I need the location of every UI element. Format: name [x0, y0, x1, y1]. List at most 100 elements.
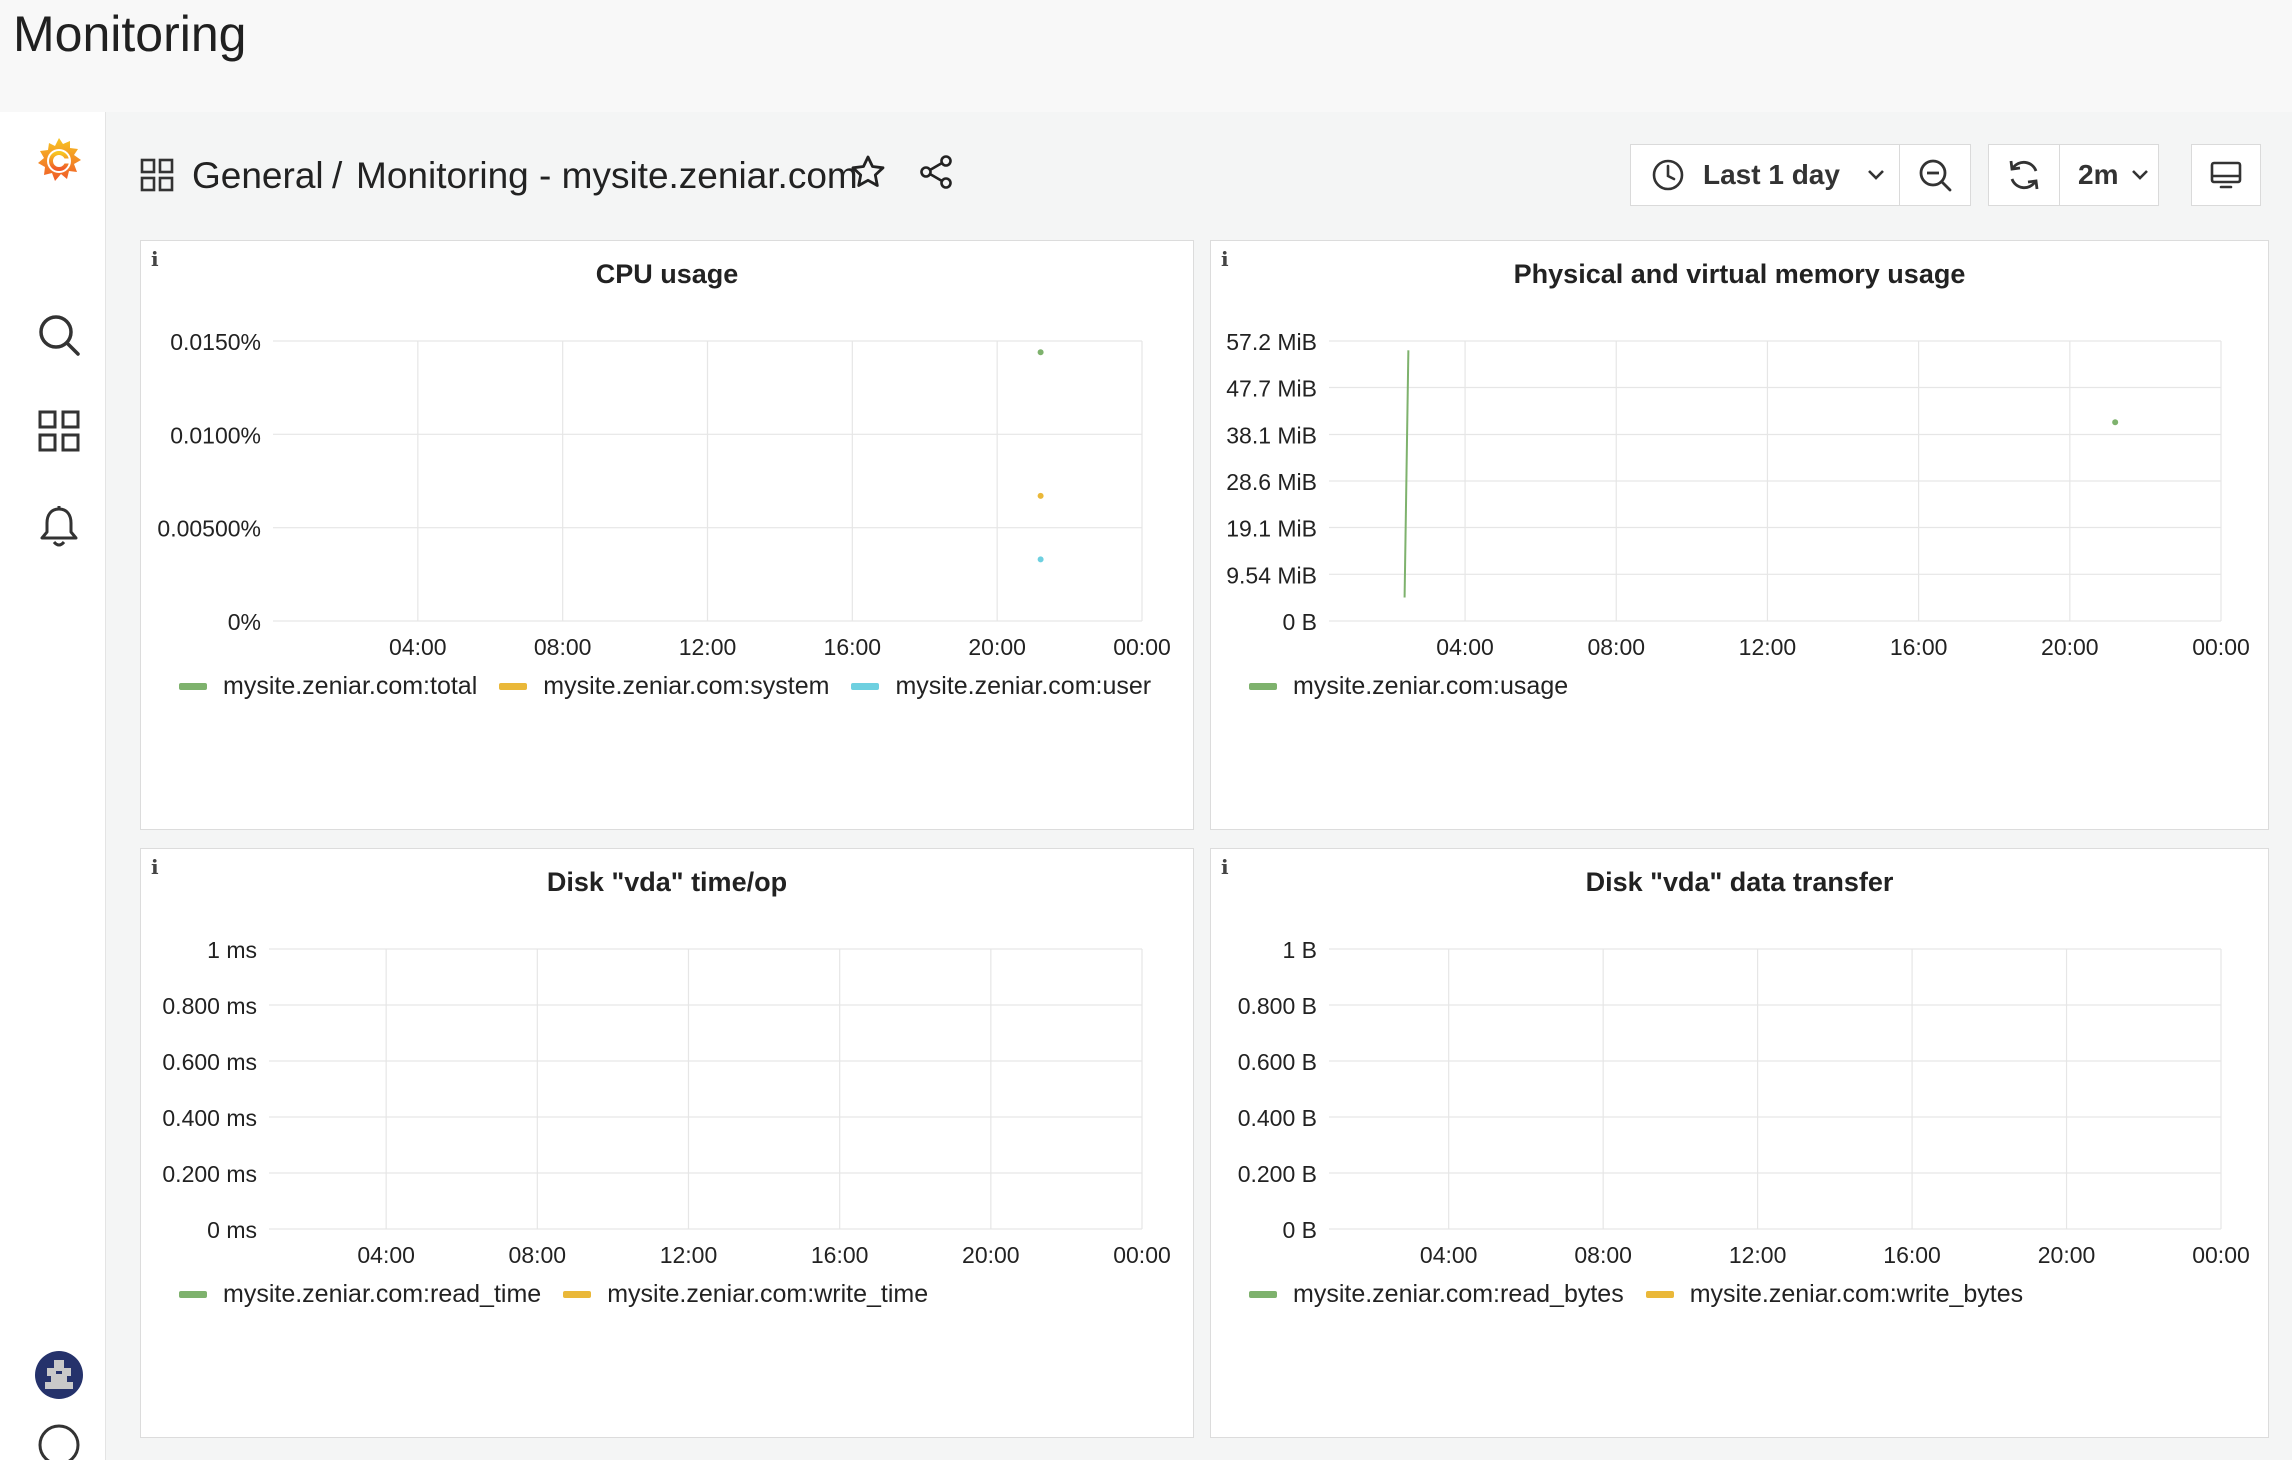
legend-swatch — [1249, 1290, 1277, 1298]
legend-item[interactable]: mysite.zeniar.com:write_time — [563, 1280, 928, 1309]
x-tick-label: 00:00 — [2192, 634, 2250, 660]
x-tick-label: 04:00 — [1436, 634, 1494, 660]
y-tick-label: 0.00500% — [157, 516, 261, 542]
legend-item[interactable]: mysite.zeniar.com:read_time — [179, 1280, 541, 1309]
y-tick-label: 0.0100% — [170, 422, 261, 448]
legend-swatch — [851, 682, 880, 690]
legend-item[interactable]: mysite.zeniar.com:system — [499, 672, 829, 701]
y-tick-label: 28.6 MiB — [1226, 469, 1317, 495]
legend-label: mysite.zeniar.com:read_bytes — [1293, 1279, 1624, 1308]
legend-item[interactable]: mysite.zeniar.com:user — [851, 672, 1151, 701]
legend-swatch — [499, 682, 528, 690]
help-icon[interactable] — [31, 1422, 87, 1460]
panel-info-icon[interactable]: i — [1221, 855, 1229, 879]
time-range-label: Last 1 day — [1703, 159, 1840, 190]
x-tick-label: 08:00 — [1574, 1242, 1632, 1268]
x-tick-label: 16:00 — [1890, 634, 1948, 660]
panel-info-icon[interactable]: i — [1221, 247, 1229, 271]
time-range-picker[interactable]: Last 1 day — [1630, 144, 1900, 206]
y-tick-label: 0 B — [1282, 1217, 1317, 1243]
panel-disk-time-op[interactable]: i Disk "vda" time/op 0 ms 0.200 ms 0.400 ms 0… — [140, 848, 1194, 1438]
chart-legend: mysite.zeniar.com:total mysite.zeniar.com… — [179, 671, 1173, 701]
y-tick-label: 0.800 B — [1238, 993, 1317, 1019]
x-tick-label: 00:00 — [1113, 1242, 1171, 1268]
x-tick-label: 12:00 — [660, 1242, 718, 1268]
legend-item[interactable]: mysite.zeniar.com:usage — [1249, 672, 1568, 701]
legend-item[interactable]: mysite.zeniar.com:total — [179, 672, 477, 701]
refresh-interval-picker[interactable]: 2m — [2059, 144, 2159, 206]
y-tick-label: 1 B — [1282, 937, 1317, 963]
chart-legend: mysite.zeniar.com:usage — [1249, 671, 1590, 701]
panel-info-icon[interactable]: i — [151, 855, 159, 879]
x-tick-label: 16:00 — [824, 634, 882, 660]
x-tick-label: 20:00 — [962, 1242, 1020, 1268]
x-tick-label: 04:00 — [389, 634, 447, 660]
legend-label: mysite.zeniar.com:user — [895, 671, 1152, 700]
panel-title[interactable]: Physical and virtual memory usage — [1513, 259, 1966, 289]
y-tick-label: 57.2 MiB — [1226, 329, 1317, 355]
legend-swatch — [563, 1290, 592, 1298]
panel-disk-data-transfer[interactable]: i Disk "vda" data transfer 0 B 0.200 B 0.400… — [1210, 848, 2269, 1438]
y-tick-label: 47.7 MiB — [1226, 376, 1317, 402]
data-point — [1037, 492, 1044, 499]
x-tick-label: 20:00 — [968, 634, 1026, 660]
y-tick-label: 9.54 MiB — [1226, 562, 1317, 588]
legend-label: mysite.zeniar.com:read_time — [223, 1279, 542, 1308]
dashboard-main: General / Monitoring - mysite.zeniar.com… — [106, 112, 2292, 1460]
y-tick-label: 0 B — [1282, 609, 1317, 635]
legend-item[interactable]: mysite.zeniar.com:write_bytes — [1645, 1279, 2024, 1309]
user-avatar[interactable] — [31, 1347, 87, 1403]
share-icon[interactable] — [918, 154, 956, 192]
y-tick-label: 0.400 ms — [162, 1105, 257, 1131]
y-tick-label: 0.0150% — [170, 329, 261, 355]
x-tick-label: 16:00 — [1883, 1242, 1941, 1268]
chart-plot-area: 0 B 0.200 B 0.400 B 0.600 B 0.800 B 1 B 04:00 0… — [1238, 937, 2250, 1268]
chart-legend: mysite.zeniar.com:read_time mysite.zeniar… — [179, 1279, 950, 1309]
panel-cpu-usage[interactable]: i CPU usage 0% 0.00500% 0.0100% 0.0150% 04:00 0… — [140, 240, 1194, 830]
dashboard-navbar: General / Monitoring - mysite.zeniar.com… — [106, 112, 2292, 236]
sidebar — [0, 112, 106, 1460]
chart-plot-area: 0 ms 0.200 ms 0.400 ms 0.600 ms 0.800 ms 1 ms… — [162, 937, 1171, 1268]
x-tick-label: 20:00 — [2038, 1242, 2096, 1268]
chart-plot-area: 0 B 9.54 MiB 19.1 MiB 28.6 MiB 38.1 MiB 47.7 … — [1226, 329, 2250, 660]
legend-swatch — [179, 1290, 207, 1298]
legend-item[interactable]: mysite.zeniar.com:read_bytes — [1249, 1280, 1624, 1309]
legend-label: mysite.zeniar.com:usage — [1293, 671, 1569, 700]
series-line — [1403, 350, 1410, 598]
x-tick-label: 04:00 — [357, 1242, 415, 1268]
y-tick-label: 0.800 ms — [162, 993, 257, 1019]
panel-memory-usage[interactable]: i Physical and virtual memory usage 0 B 9.5… — [1210, 240, 2269, 830]
refresh-button[interactable] — [1988, 144, 2060, 206]
refresh-icon — [2006, 157, 2042, 193]
y-tick-label: 0.600 ms — [162, 1049, 257, 1075]
y-tick-label: 0.200 ms — [162, 1161, 257, 1187]
dashboard-grid-icon — [140, 158, 176, 194]
star-icon[interactable] — [850, 154, 888, 192]
tv-mode-icon — [2209, 158, 2243, 192]
breadcrumb-dashboard-title[interactable]: Monitoring - mysite.zeniar.com — [356, 155, 858, 196]
panel-title[interactable]: Disk "vda" data transfer — [1585, 867, 1894, 897]
x-tick-label: 16:00 — [811, 1242, 869, 1268]
y-tick-label: 0 ms — [207, 1217, 257, 1243]
tv-mode-button[interactable] — [2191, 144, 2261, 206]
data-point — [1037, 556, 1044, 563]
breadcrumb-folder[interactable]: General — [192, 155, 324, 196]
search-icon[interactable] — [31, 307, 87, 363]
chart-plot-area: 0% 0.00500% 0.0100% 0.0150% 04:00 08:00 12:00 1… — [157, 329, 1171, 660]
alerting-bell-icon[interactable] — [31, 499, 87, 555]
x-tick-label: 00:00 — [1113, 634, 1171, 660]
y-tick-label: 0.200 B — [1238, 1161, 1317, 1187]
dashboards-icon[interactable] — [31, 403, 87, 459]
x-tick-label: 08:00 — [534, 634, 592, 660]
panel-title[interactable]: CPU usage — [595, 259, 739, 289]
legend-label: mysite.zeniar.com:total — [223, 671, 478, 700]
zoom-out-button[interactable] — [1899, 144, 1971, 206]
y-tick-label: 1 ms — [207, 937, 257, 963]
x-tick-label: 20:00 — [2041, 634, 2099, 660]
grafana-logo-icon[interactable] — [31, 133, 87, 189]
breadcrumb-separator: / — [332, 155, 343, 196]
legend-label: mysite.zeniar.com:write_bytes — [1689, 1279, 2024, 1308]
legend-swatch — [1249, 682, 1277, 690]
panel-info-icon[interactable]: i — [151, 247, 159, 271]
panel-title[interactable]: Disk "vda" time/op — [546, 867, 788, 897]
